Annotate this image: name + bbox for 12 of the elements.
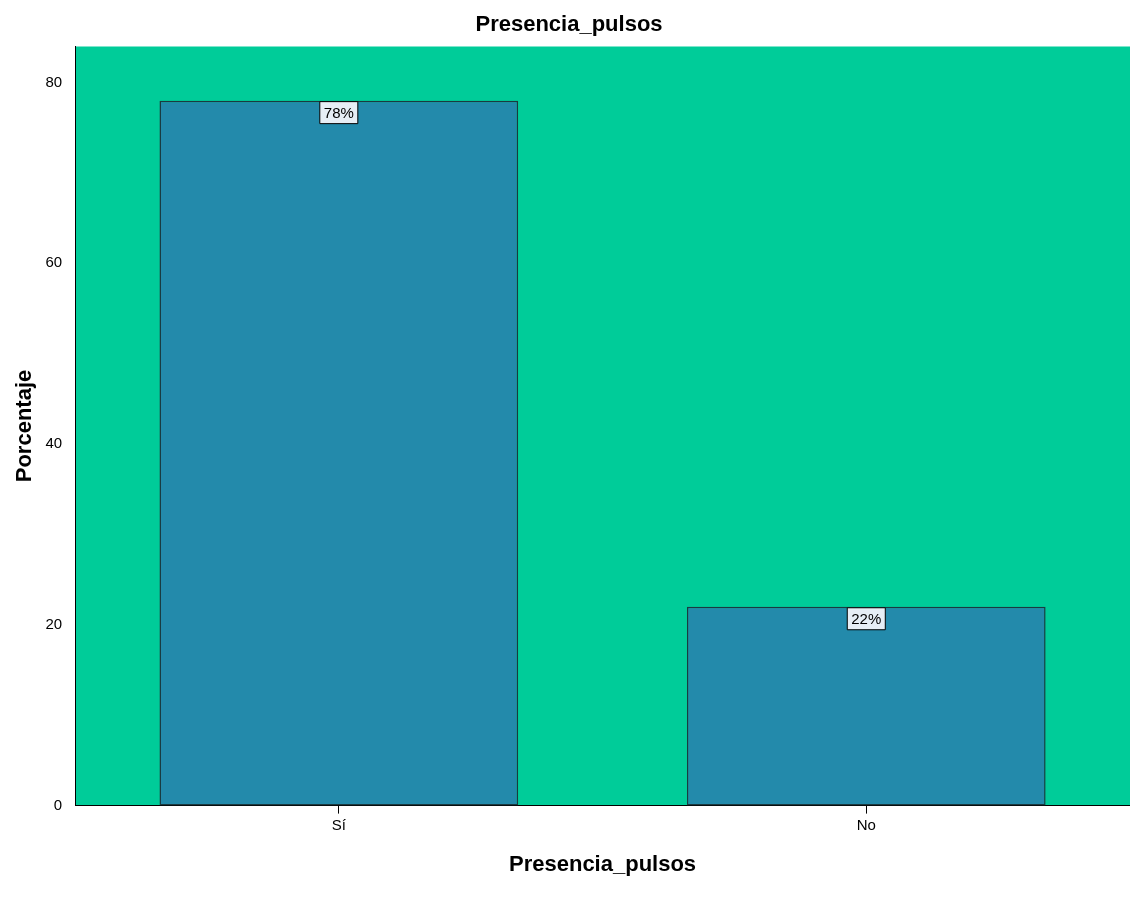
chart-title: Presencia_pulsos [475,11,663,37]
y-tick-label: 80 [45,72,63,90]
x-tick-label: Sí [331,815,347,833]
y-tick-label: 40 [45,434,63,452]
y-tick-label: 0 [53,795,63,813]
x-tick-label: No [856,815,876,833]
y-tick-label: 20 [45,614,63,632]
y-tick-label: 60 [45,253,63,271]
data-label: 78% [323,103,354,121]
data-label: 22% [851,609,882,627]
x-axis-title: Presencia_pulsos [508,850,697,876]
y-axis-title: Porcentaje [11,369,37,483]
